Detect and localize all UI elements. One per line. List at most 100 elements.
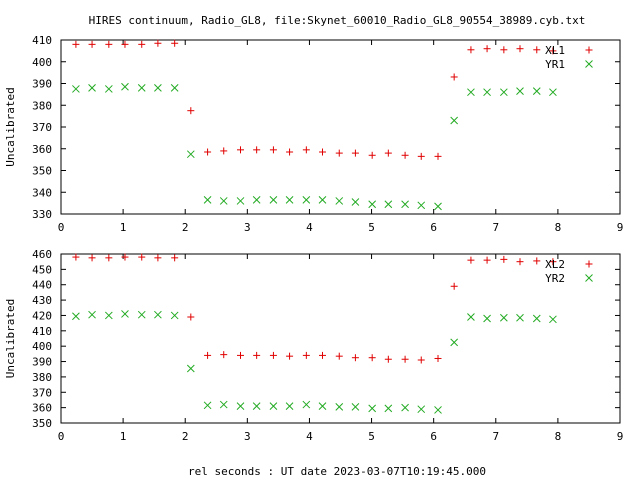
legend-marker bbox=[585, 260, 593, 268]
x-tick-label: 5 bbox=[368, 430, 375, 443]
data-point bbox=[121, 310, 129, 318]
y-tick-label: 460 bbox=[32, 248, 52, 261]
data-point bbox=[401, 151, 409, 159]
y-tick-label: 360 bbox=[32, 402, 52, 415]
y-tick-label: 450 bbox=[32, 263, 52, 276]
x-tick-label: 0 bbox=[58, 430, 65, 443]
data-point bbox=[104, 311, 113, 320]
legend-marker bbox=[585, 46, 593, 54]
data-point bbox=[434, 406, 442, 414]
data-point bbox=[154, 310, 162, 319]
data-point bbox=[467, 46, 475, 54]
data-point bbox=[302, 196, 311, 204]
data-point bbox=[384, 200, 393, 209]
data-point bbox=[138, 40, 146, 48]
data-point bbox=[219, 197, 228, 205]
data-point bbox=[335, 197, 344, 205]
data-point bbox=[237, 351, 245, 359]
x-tick-label: 8 bbox=[555, 430, 562, 443]
data-point bbox=[318, 351, 326, 359]
data-point bbox=[171, 254, 179, 262]
y-tick-label: 440 bbox=[32, 279, 52, 292]
data-point bbox=[335, 403, 344, 411]
data-point bbox=[401, 355, 409, 363]
data-point bbox=[318, 402, 327, 410]
legend-label: XL1 bbox=[545, 44, 565, 57]
data-point bbox=[220, 147, 228, 155]
data-point bbox=[450, 116, 459, 125]
series-yr1 bbox=[72, 82, 557, 211]
data-point bbox=[368, 354, 376, 362]
y-tick-label: 400 bbox=[32, 56, 52, 69]
data-point bbox=[450, 338, 459, 347]
y-axis-label: Uncalibrated bbox=[4, 87, 17, 166]
y-tick-label: 370 bbox=[32, 121, 52, 134]
data-point bbox=[72, 85, 80, 93]
data-point bbox=[516, 258, 524, 266]
data-point bbox=[105, 254, 113, 262]
data-point bbox=[237, 146, 245, 154]
data-point bbox=[417, 201, 426, 210]
x-tick-label: 4 bbox=[306, 430, 313, 443]
data-point bbox=[88, 254, 96, 262]
y-tick-label: 380 bbox=[32, 371, 52, 384]
data-point bbox=[186, 364, 195, 373]
data-point bbox=[269, 351, 277, 359]
data-point bbox=[170, 83, 179, 92]
y-tick-label: 360 bbox=[32, 143, 52, 156]
y-tick-label: 390 bbox=[32, 78, 52, 91]
plot-frame bbox=[60, 39, 621, 215]
data-point bbox=[533, 46, 541, 54]
data-point bbox=[121, 40, 129, 48]
data-point bbox=[187, 313, 195, 321]
data-point bbox=[417, 356, 425, 364]
data-point bbox=[137, 310, 146, 319]
data-point bbox=[450, 282, 458, 290]
data-point bbox=[434, 354, 442, 362]
x-tick-label: 2 bbox=[182, 430, 189, 443]
data-point bbox=[88, 40, 96, 48]
data-point bbox=[219, 400, 228, 409]
x-tick-label: 9 bbox=[617, 430, 624, 443]
data-point bbox=[351, 354, 359, 362]
series-yr2 bbox=[72, 310, 557, 414]
data-point bbox=[302, 400, 311, 409]
data-point bbox=[204, 351, 212, 359]
data-point bbox=[253, 351, 261, 359]
y-tick-label: 330 bbox=[32, 208, 52, 221]
data-point bbox=[516, 45, 524, 53]
data-point bbox=[516, 87, 524, 95]
data-point bbox=[483, 256, 491, 264]
y-tick-label: 370 bbox=[32, 386, 52, 399]
x-tick-label: 1 bbox=[120, 221, 127, 234]
series-xl2 bbox=[72, 253, 557, 364]
y-tick-label: 420 bbox=[32, 309, 52, 322]
data-point bbox=[549, 88, 557, 97]
data-point bbox=[203, 196, 212, 204]
data-point bbox=[318, 148, 326, 156]
series-xl1 bbox=[72, 39, 557, 160]
data-point bbox=[401, 200, 409, 209]
data-point bbox=[549, 258, 557, 266]
data-point bbox=[467, 313, 475, 321]
legend-marker bbox=[585, 60, 593, 68]
y-tick-label: 350 bbox=[32, 165, 52, 178]
data-point bbox=[72, 253, 80, 261]
data-point bbox=[285, 402, 294, 410]
x-tick-label: 2 bbox=[182, 221, 189, 234]
chart-panel-2: 0 1 2 3 4 5 6 7 8 9 350 360 370 380 390 400 410 420 430 440… bbox=[4, 248, 623, 443]
y-tick-label: 410 bbox=[32, 325, 52, 338]
y-tick-label: 340 bbox=[32, 186, 52, 199]
data-point bbox=[88, 310, 96, 319]
data-point bbox=[236, 402, 245, 410]
data-point bbox=[368, 200, 377, 209]
x-tick-label: 0 bbox=[58, 221, 65, 234]
data-point bbox=[368, 151, 376, 159]
data-point bbox=[434, 152, 442, 160]
x-tick-label: 9 bbox=[617, 221, 624, 234]
data-point bbox=[220, 351, 228, 359]
data-point bbox=[253, 146, 261, 154]
data-point bbox=[154, 83, 162, 92]
data-point bbox=[500, 46, 508, 54]
